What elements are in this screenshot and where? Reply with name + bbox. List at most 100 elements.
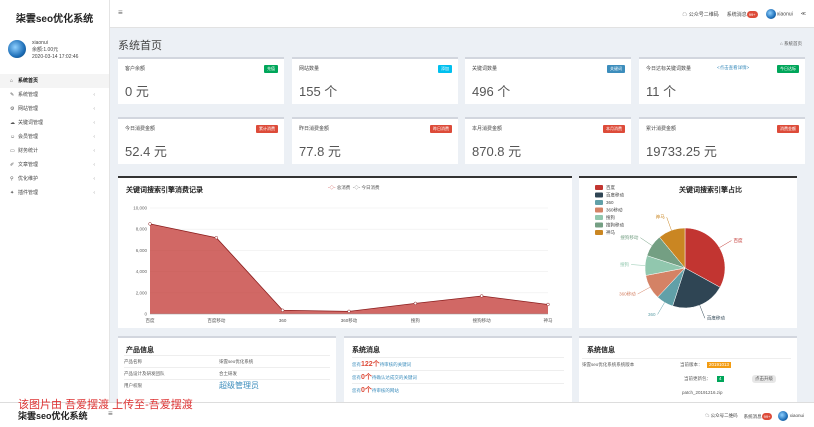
stat-card: 累计消费金额 消费金额 19733.25 元 [639,117,805,164]
stat-card: 关键词数量 关键词 496 个 [465,57,631,104]
menu-toggle-icon[interactable]: ≡ [118,8,123,17]
y-tick-label: 10,000 [133,206,147,211]
avatar[interactable] [8,40,26,58]
msg-pre: 您有 [352,388,361,393]
wrench-icon: ✎ [10,92,15,98]
top-right-links: ☁ 公众号二维码 系统消息 99+ xiaonui ≪ [682,9,806,19]
avatar [765,9,776,19]
chevron-left-icon: ‹ [93,134,95,140]
y-tick-label: 0 [144,312,147,317]
brand-logo[interactable]: 柒雲seo优化系统 [15,14,94,25]
upgrade-button[interactable]: 点击升级 [752,375,776,383]
version-row: 柒雲seo优化系统系统版本 当前版本： 20191013 [582,358,791,370]
row-label: 产品名称 [124,359,142,364]
card-tag-button[interactable]: 添加 [438,65,452,73]
qr-code-link[interactable]: ☁ 公众号二维码 [704,413,738,418]
top-navbar: ≡ ☁ 公众号二维码 系统消息 99+ xiaonui ≪ [110,0,814,28]
sidebar-item-label: 网站管理 [18,106,39,112]
sidebar-item-optimize[interactable]: ⚲ 优化维护 ‹ [0,172,109,186]
sidebar-item-keywords[interactable]: ☁ 关键词管理 ‹ [0,116,109,130]
version-badge: 20191013 [707,362,732,368]
qr-code-link[interactable]: ☁ 公众号二维码 [682,11,719,18]
card-tag-button[interactable]: 本月消费 [603,125,625,133]
msg-count: 0个 [361,374,372,381]
card-value: 870.8 元 [472,144,522,159]
legend-swatch [595,200,603,205]
row-value: 超级管理员 [219,381,259,390]
user-date: 2020-03-14 17:02:46 [32,54,79,60]
label-leader [666,217,672,231]
messages-link[interactable]: 系统消息 99+ [744,412,773,420]
messages-link[interactable]: 系统消息 99+ [727,10,758,18]
system-messages-box: 系统消息 您有122个待审核的关键词 您有0个待确认达成交的关键词 您有0个待审… [344,336,572,406]
message-item[interactable]: 您有122个待审核的关键词 [352,357,564,370]
card-hint-link[interactable]: <点击查看详情> [717,65,750,70]
breadcrumb[interactable]: ⌂ 系统首页 [780,41,802,46]
data-point [413,301,417,306]
user-menu[interactable]: xiaonui [778,411,804,421]
sidebar-item-label: 插件管理 [18,190,39,196]
card-tag-button[interactable]: 关键词 [607,65,625,73]
user-menu[interactable]: xiaonui [765,9,793,19]
card-tag-button[interactable]: 充值 [264,65,278,73]
y-tick-label: 4,000 [136,269,148,274]
patch-file[interactable]: patch_20191216.zip [682,390,723,395]
system-info-box: 系统信息 柒雲seo优化系统系统版本 当前版本： 20191013 当前更新包：… [579,336,797,406]
sidebar-item-label: 优化维护 [18,176,39,182]
y-tick-label: 8,000 [136,227,148,232]
area-fill [150,223,548,314]
menu-toggle-icon[interactable]: ≡ [108,409,113,418]
card-value: 77.8 元 [299,144,341,159]
card-tag-button[interactable]: 昨日消费 [430,125,452,133]
msg-text: 待审核的网站 [371,388,399,393]
card-tag-button[interactable]: 今日达标 [777,65,799,73]
sidebar-item-label: 文章管理 [18,162,39,168]
card-label: 客户余额 [125,66,146,72]
chevron-left-icon: ‹ [93,92,95,98]
area-chart: 10,000 8,000 6,000 4,000 2,000 0百度 百度移动 360 360移… [133,206,553,325]
legend-swatch [595,185,603,190]
msg-text: 待确认达成交的关键词 [371,375,417,380]
x-tick-label: 搜狗移动 [473,317,491,324]
label-leader [699,305,706,319]
sidebar-item-home[interactable]: ⌂ 系统首页 [0,74,109,88]
legend-swatch [595,192,603,198]
card-label: 昨日消费金额 [299,126,330,132]
sidebar-item-system[interactable]: ✎ 系统管理 ‹ [0,88,109,102]
data-point [480,294,484,298]
sidebar-item-site[interactable]: ⚙ 网站管理 ‹ [0,102,109,116]
card-tag-button[interactable]: 消费金额 [777,125,799,133]
tag-icon: ⚲ [10,176,14,182]
sidebar-item-members[interactable]: ☺ 会员管理 ‹ [0,130,109,144]
qr-code-label: 公众号二维码 [688,11,719,18]
qr-code-label: 公众号二维码 [710,413,738,418]
share-icon[interactable]: ≪ [800,11,806,17]
card-label: 今日达标关键词数量 [646,66,692,72]
user-menu-label: xiaonui [789,413,804,419]
users-icon: ☺ [10,134,16,140]
row-label: 产品设计及研发团队 [124,371,165,376]
msg-count: 0个 [361,387,372,394]
data-point [148,222,152,226]
message-item[interactable]: 您有0个待确认达成交的关键词 [352,370,564,383]
sidebar-item-articles[interactable]: ✐ 文章管理 ‹ [0,158,109,172]
stat-card: 网站数量 添加 155 个 [292,57,458,104]
card-value: 155 个 [299,84,338,99]
legend-label: 搜狗移动 [606,222,624,229]
sidebar-item-plugins[interactable]: ✦ 插件管理 ‹ [0,186,109,200]
message-item[interactable]: 您有0个待审核的网站 [352,383,564,396]
update-label: 当前更新包： [684,376,711,381]
message-count-badge: 99+ [761,412,773,420]
msg-count: 122个 [361,361,380,368]
legend-swatch [595,215,603,220]
chart-legend[interactable]: -◇- 总消费 -◇- 今日消费 [328,185,380,190]
sidebar-item-finance[interactable]: ▭ 财务统计 ‹ [0,144,109,158]
sidebar-item-label: 关键词管理 [18,120,44,126]
table-row: 产品名称 柒雲seo优化系统 [124,355,330,367]
legend-label: 今日消费 [361,185,380,190]
slice-label: 搜狗 [620,261,629,268]
card-tag-button[interactable]: 累计消费 [256,125,278,133]
chevron-left-icon: ‹ [93,148,95,154]
footer-brand[interactable]: 柒雲seo优化系统 [18,411,88,421]
x-tick-label: 百度移动 [207,317,225,324]
